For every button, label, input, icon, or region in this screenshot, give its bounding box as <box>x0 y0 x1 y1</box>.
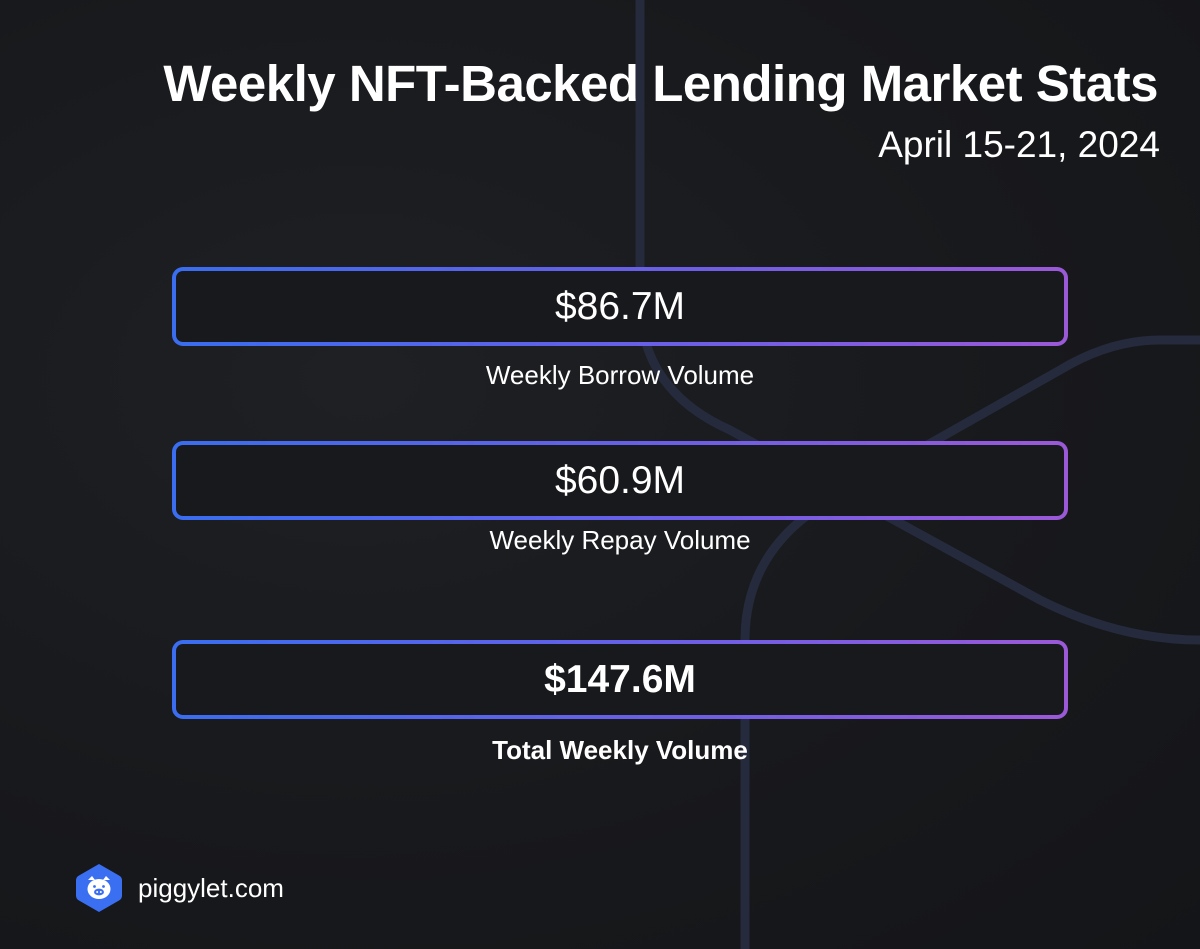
brand-name: piggylet.com <box>138 872 284 903</box>
total-volume-box: $147.6M <box>172 640 1068 719</box>
page-title: Weekly NFT-Backed Lending Market Stats <box>163 55 1158 112</box>
total-volume-value: $147.6M <box>544 657 696 701</box>
borrow-volume-box: $86.7M <box>172 267 1068 346</box>
total-volume-label: Total Weekly Volume <box>492 735 748 765</box>
repay-volume-value: $60.9M <box>554 458 686 502</box>
date-range: April 15-21, 2024 <box>878 124 1160 165</box>
borrow-volume-label: Weekly Borrow Volume <box>485 360 755 390</box>
pig-hexagon-icon <box>76 864 122 912</box>
brand-footer: piggylet.com <box>74 862 284 914</box>
borrow-volume-value: $86.7M <box>554 284 686 328</box>
repay-volume-label: Weekly Repay Volume <box>489 525 751 555</box>
repay-volume-box: $60.9M <box>172 441 1068 520</box>
